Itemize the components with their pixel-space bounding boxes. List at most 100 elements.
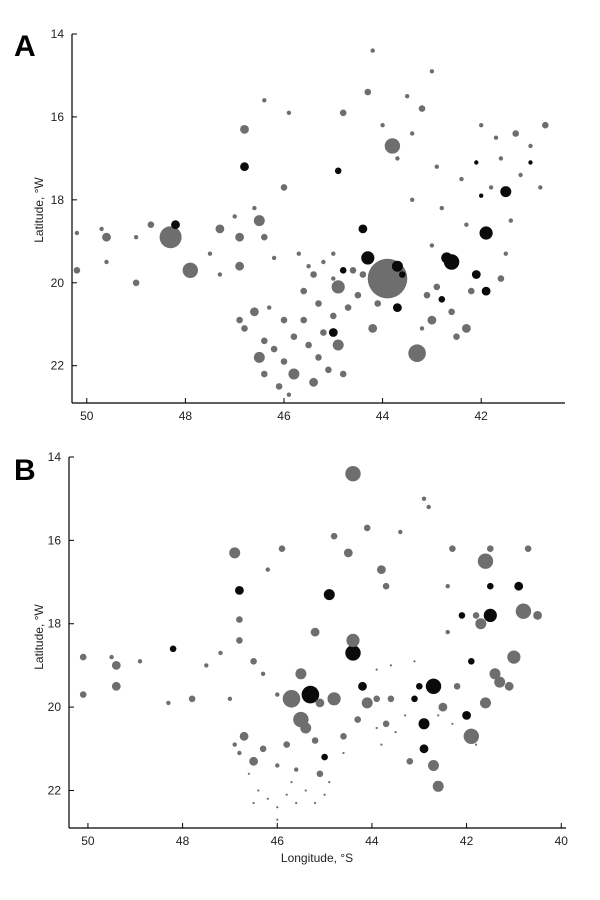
data-point-gray — [387, 695, 395, 703]
data-point-gray — [468, 287, 475, 295]
panel-a-y-tick-label: 16 — [51, 110, 65, 124]
data-point-gray — [109, 654, 114, 660]
data-point-gray — [300, 316, 308, 324]
data-point-black — [411, 695, 418, 703]
data-point-gray — [328, 781, 331, 784]
data-point-gray — [451, 722, 454, 725]
data-point-gray — [295, 668, 307, 680]
data-point-gray — [330, 532, 338, 540]
data-point-gray — [250, 307, 259, 317]
data-point-gray — [410, 197, 415, 202]
data-point-gray — [480, 697, 491, 709]
data-point-gray — [250, 658, 257, 665]
panel-b-x-axis-label: Longitude, °S — [281, 851, 353, 865]
data-point-black — [441, 252, 453, 264]
data-point-gray — [204, 663, 209, 668]
data-point-gray — [215, 224, 225, 234]
panel-b-points — [79, 466, 542, 821]
data-point-black — [358, 681, 367, 691]
data-point-black — [479, 193, 484, 198]
data-point-gray — [528, 143, 533, 149]
data-point-black — [235, 586, 244, 595]
data-point-black — [171, 220, 180, 230]
data-point-gray — [413, 660, 416, 663]
data-point-gray — [249, 756, 258, 766]
data-point-gray — [340, 733, 347, 740]
panel-a-x-tick-label: 48 — [179, 409, 193, 423]
data-point-black — [483, 608, 497, 623]
panel-b-y-ticks: 14 16 18 20 22 — [48, 450, 74, 797]
data-point-gray — [512, 130, 519, 137]
data-point-gray — [73, 267, 81, 274]
data-point-gray — [314, 801, 317, 805]
data-point-black — [345, 645, 361, 661]
data-point-gray — [283, 741, 291, 748]
data-point-gray — [363, 524, 371, 532]
data-point-black — [339, 267, 347, 274]
panel-b-x-tick-label: 40 — [555, 834, 569, 848]
data-point-black — [358, 224, 368, 234]
data-point-gray — [453, 333, 460, 341]
data-point-gray — [236, 637, 243, 644]
data-point-gray — [182, 262, 198, 278]
data-point-gray — [343, 548, 353, 558]
data-point-gray — [463, 728, 479, 744]
data-point-gray — [286, 110, 292, 116]
data-point-gray — [306, 264, 311, 269]
data-point-gray — [79, 691, 87, 698]
data-point-gray — [232, 742, 237, 747]
data-point-gray — [315, 698, 325, 708]
data-point-gray — [448, 308, 455, 316]
data-point-gray — [236, 316, 243, 324]
data-point-gray — [137, 659, 143, 664]
data-point-gray — [445, 584, 450, 589]
data-point-gray — [295, 801, 298, 805]
data-point-black — [391, 260, 403, 272]
data-point-gray — [79, 653, 87, 661]
data-point-gray — [320, 329, 327, 336]
data-point-gray — [426, 504, 431, 510]
data-point-gray — [437, 714, 440, 717]
data-point-gray — [316, 770, 324, 778]
data-point-gray — [237, 750, 242, 756]
data-point-black — [474, 160, 479, 165]
data-point-gray — [262, 98, 267, 103]
data-point-gray — [384, 138, 401, 154]
data-point-gray — [380, 743, 383, 746]
data-point-gray — [380, 123, 385, 128]
data-point-gray — [515, 603, 532, 619]
data-point-gray — [218, 650, 223, 656]
data-point-gray — [270, 345, 278, 353]
data-point-gray — [538, 185, 543, 190]
data-point-gray — [342, 751, 345, 755]
data-point-black — [438, 296, 446, 303]
data-point-gray — [410, 131, 415, 136]
data-point-gray — [404, 714, 407, 717]
data-point-gray — [433, 283, 441, 291]
data-point-black — [240, 162, 249, 172]
data-point-gray — [300, 287, 308, 295]
data-point-gray — [321, 259, 326, 265]
data-point-gray — [294, 767, 299, 772]
data-point-black — [462, 711, 471, 720]
data-point-gray — [286, 392, 292, 397]
data-point-gray — [453, 683, 461, 690]
data-point-gray — [464, 222, 469, 227]
panel-a-label: A — [14, 30, 36, 63]
panel-a-x-tick-label: 46 — [277, 409, 291, 423]
data-point-gray — [507, 650, 521, 664]
data-point-black — [393, 303, 402, 312]
data-point-gray — [315, 300, 322, 307]
data-point-gray — [305, 341, 312, 349]
data-point-black — [528, 160, 533, 165]
panel-b-y-tick-label: 16 — [48, 533, 62, 547]
data-point-gray — [488, 185, 494, 190]
data-point-black — [514, 581, 524, 591]
data-point-gray — [339, 370, 347, 378]
data-point-gray — [310, 627, 320, 637]
data-point-gray — [253, 351, 265, 363]
data-point-gray — [111, 681, 121, 691]
data-point-gray — [331, 251, 336, 256]
data-point-gray — [445, 629, 450, 635]
data-point-gray — [261, 370, 268, 378]
